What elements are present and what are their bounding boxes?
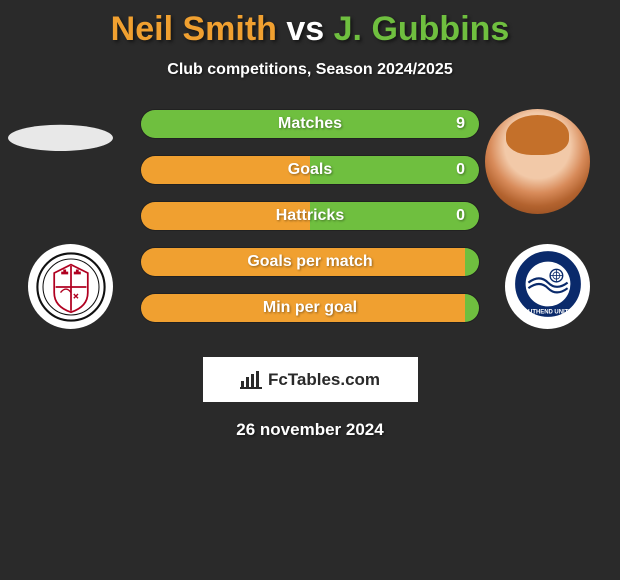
stat-label: Min per goal — [141, 294, 479, 322]
stat-label: Hattricks — [141, 202, 479, 230]
svg-text:SOUTHEND UNITED: SOUTHEND UNITED — [519, 309, 577, 315]
stat-value-right: 0 — [442, 156, 479, 184]
title-vs: vs — [286, 10, 324, 48]
stat-row: Goals0 — [140, 155, 480, 185]
stat-label: Matches — [141, 110, 479, 138]
stat-label: Goals per match — [141, 248, 479, 276]
title-player2: J. Gubbins — [334, 10, 510, 48]
face-placeholder-icon — [485, 109, 590, 214]
stat-row: Hattricks0 — [140, 201, 480, 231]
southend-crest-icon: SOUTHEND UNITED — [513, 249, 583, 324]
stat-row: Min per goal — [140, 293, 480, 323]
brand-box: FcTables.com — [203, 357, 418, 402]
title-player1: Neil Smith — [111, 10, 277, 48]
stat-value-right: 9 — [442, 110, 479, 138]
brand-text: FcTables.com — [268, 370, 380, 390]
club-logo-right: SOUTHEND UNITED — [505, 244, 590, 329]
club-logo-left — [28, 244, 113, 329]
player-photo-left — [8, 125, 113, 151]
stat-row: Goals per match — [140, 247, 480, 277]
date-line: 26 november 2024 — [0, 420, 620, 440]
woking-crest-icon — [28, 244, 113, 329]
stats-area: SOUTHEND UNITED Matches9Goals0Hattricks0… — [0, 109, 620, 349]
bar-chart-icon — [240, 371, 262, 389]
stat-rows: Matches9Goals0Hattricks0Goals per matchM… — [140, 109, 480, 339]
subtitle: Club competitions, Season 2024/2025 — [0, 61, 620, 79]
stat-value-right: 0 — [442, 202, 479, 230]
page-title: Neil Smith vs J. Gubbins — [0, 0, 620, 49]
player-photo-right — [485, 109, 590, 214]
stat-label: Goals — [141, 156, 479, 184]
stat-row: Matches9 — [140, 109, 480, 139]
